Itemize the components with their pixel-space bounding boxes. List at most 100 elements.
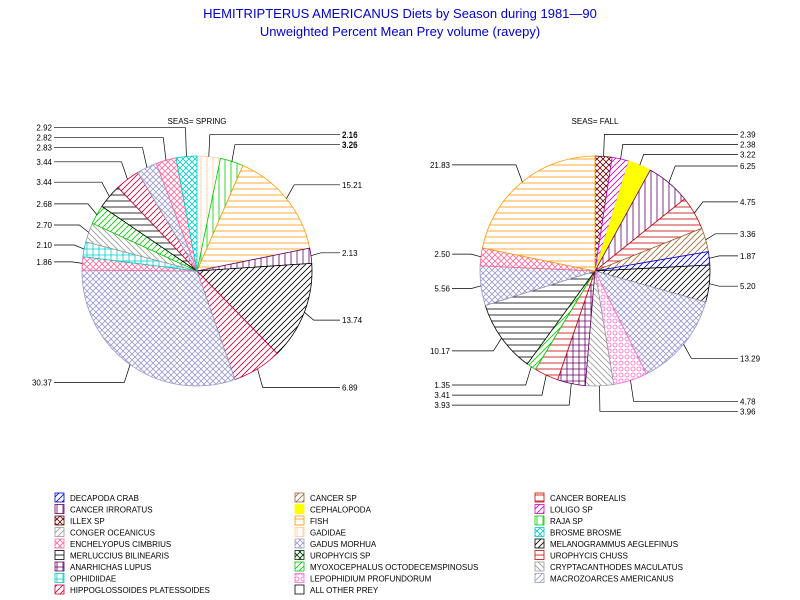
slice-value-label: 2.92 xyxy=(36,124,52,133)
legend-item-cancer-irroratus: CANCER IRRORATUS xyxy=(54,504,153,515)
legend-label: CANCER IRRORATUS xyxy=(70,506,153,515)
legend-swatch xyxy=(54,584,65,595)
leader-line xyxy=(452,375,547,396)
slice-value-label: 5.20 xyxy=(740,282,756,291)
legend-swatch xyxy=(54,538,65,549)
leader-line xyxy=(599,385,738,412)
legend-label: GADIDAE xyxy=(310,529,346,538)
slice-value-label: 2.83 xyxy=(36,144,52,153)
legend-item-cancer-borealis: CANCER BOREALIS xyxy=(534,492,626,503)
legend-item-hippoglossoides-platessoides: HIPPOGLOSSOIDES PLATESSOIDES xyxy=(54,584,210,595)
pie-title-spring: SEAS= SPRING xyxy=(168,117,227,126)
leader-line xyxy=(54,224,89,233)
legend-swatch xyxy=(534,504,545,514)
legend-label: ANARHICHAS LUPUS xyxy=(70,563,151,572)
legend-item-raja-sp: RAJA SP xyxy=(534,515,583,526)
legend-label: OPHIDIIDAE xyxy=(70,575,116,584)
legend-swatch xyxy=(294,561,305,572)
pie-slice-fish xyxy=(481,155,596,272)
legend-swatch xyxy=(54,504,65,514)
slice-value-label: 1.86 xyxy=(36,258,52,267)
slice-value-label: 3.25 xyxy=(342,141,358,150)
legend-swatch xyxy=(294,550,305,560)
slice-value-label: 2.50 xyxy=(434,250,450,259)
legend-item-myoxocephalus-octodecemspinosus: MYOXOCEPHALUS OCTODECEMSPINOSUS xyxy=(294,561,478,572)
leader-line xyxy=(639,154,738,166)
leader-line xyxy=(452,285,482,289)
legend-item-cancer-sp: CANCER SP xyxy=(294,492,357,503)
slice-value-label: 21.83 xyxy=(430,161,451,170)
legend-label: ALL OTHER PREY xyxy=(310,586,379,595)
slice-value-label: 2.16 xyxy=(342,131,358,140)
leader-line xyxy=(54,127,187,157)
legend-swatch xyxy=(534,538,545,549)
legend: DECAPODA CRAB CANCER SP CANCER BOREALIS CAN… xyxy=(54,492,683,595)
legend-swatch xyxy=(294,504,305,514)
slice-value-label: 2.16 xyxy=(342,131,358,140)
legend-swatch xyxy=(294,527,305,537)
legend-label: MACROZOARCES AMERICANUS xyxy=(550,575,674,584)
slice-value-label: 3.22 xyxy=(740,150,756,159)
legend-swatch xyxy=(54,573,65,583)
legend-label: HIPPOGLOSSOIDES PLATESSOIDES xyxy=(70,586,210,595)
legend-item-urophycis-sp: UROPHYCIS SP xyxy=(294,550,370,561)
legend-label: MERLUCCIUS BILINEARIS xyxy=(70,552,169,561)
leader-line xyxy=(452,383,572,406)
leader-line xyxy=(54,261,83,264)
legend-swatch xyxy=(54,561,65,572)
leader-line xyxy=(54,137,167,161)
pie-spring: SEAS= SPRING 2.163.26 15.21 2.13 13.74 6.89 3… xyxy=(32,117,363,393)
slice-value-label: 2.38 xyxy=(740,140,756,149)
pie-title-fall: SEAS= FALL xyxy=(572,117,619,126)
legend-item-macrozoarces-americanus: MACROZOARCES AMERICANUS xyxy=(534,573,674,584)
legend-label: LEPOPHIDIUM PROFUNDORUM xyxy=(310,575,432,584)
chart-title: HEMITRIPTERUS AMERICANUS Diets by Season… xyxy=(203,6,597,21)
slice-value-label: 6.25 xyxy=(740,162,756,171)
legend-item-gadidae: GADIDAE xyxy=(294,527,346,538)
legend-swatch xyxy=(294,538,305,549)
leader-line xyxy=(630,380,738,402)
legend-label: CANCER BOREALIS xyxy=(550,494,626,503)
legend-item-conger-oceanicus: CONGER OCEANICUS xyxy=(54,527,155,538)
legend-item-anarhichas-lupus: ANARHICHAS LUPUS xyxy=(54,561,151,572)
legend-swatch xyxy=(294,492,305,503)
legend-label: DECAPODA CRAB xyxy=(70,494,139,503)
slice-value-label: 3.44 xyxy=(36,178,52,187)
legend-item-all-other-prey: ALL OTHER PREY xyxy=(294,584,379,595)
slice-value-label: 13.74 xyxy=(342,316,363,325)
leader-line xyxy=(286,184,340,199)
legend-item-brosme-brosme: BROSME BROSME xyxy=(534,527,622,538)
legend-label: UROPHYCIS SP xyxy=(310,552,370,561)
leader-line xyxy=(54,147,148,168)
legend-swatch xyxy=(54,515,65,526)
legend-item-enchelyopus-cimbrius: ENCHELYOPUS CIMBRIUS xyxy=(54,538,171,549)
legend-swatch xyxy=(294,515,305,526)
legend-item-cryptacanthodes-maculatus: CRYPTACANTHODES MACULATUS xyxy=(534,561,683,572)
slice-value-label: 3.41 xyxy=(434,391,450,400)
legend-label: MELANOGRAMMUS AEGLEFINUS xyxy=(550,540,678,549)
legend-swatch xyxy=(294,584,305,595)
legend-swatch xyxy=(294,573,305,583)
slice-value-label: 4.78 xyxy=(740,397,756,406)
legend-label: CEPHALOPODA xyxy=(310,506,372,515)
leader-line xyxy=(54,181,110,197)
leader-line xyxy=(310,252,340,257)
leader-line xyxy=(54,244,85,250)
leader-line xyxy=(231,144,340,162)
slice-value-label: 3.93 xyxy=(434,401,450,410)
slice-value-label: 15.21 xyxy=(342,181,363,190)
legend-label: RAJA SP xyxy=(550,517,583,526)
leader-line xyxy=(257,368,340,388)
legend-item-fish: FISH xyxy=(294,515,328,526)
legend-label: UROPHYCIS CHUSS xyxy=(550,552,628,561)
legend-swatch xyxy=(54,527,65,537)
leader-line xyxy=(452,366,532,386)
legend-item-decapoda-crab: DECAPODA CRAB xyxy=(54,492,139,503)
legend-swatch xyxy=(534,492,545,503)
leader-line xyxy=(54,203,98,215)
legend-label: ENCHELYOPUS CIMBRIUS xyxy=(70,540,171,549)
slice-value-label: 2.70 xyxy=(36,221,52,230)
slice-value-label: 2.68 xyxy=(36,200,52,209)
leader-line xyxy=(452,253,481,258)
